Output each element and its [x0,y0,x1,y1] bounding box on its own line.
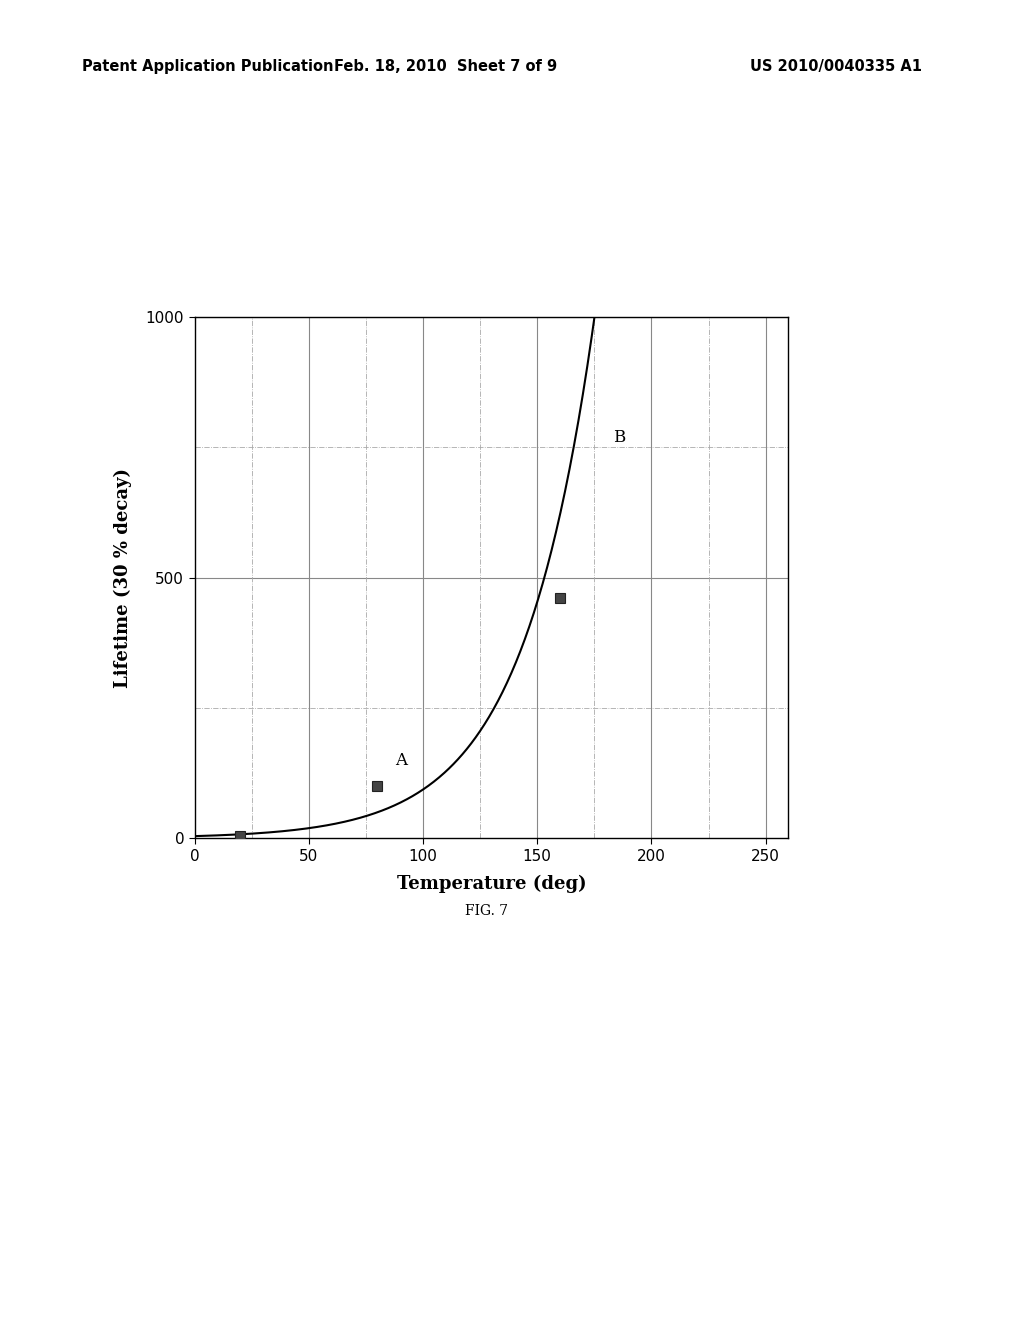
Text: FIG. 7: FIG. 7 [465,904,508,919]
Text: A: A [395,752,408,770]
Text: Patent Application Publication: Patent Application Publication [82,59,334,74]
Text: B: B [612,429,625,446]
Text: US 2010/0040335 A1: US 2010/0040335 A1 [750,59,922,74]
X-axis label: Temperature (deg): Temperature (deg) [396,875,587,892]
Text: Feb. 18, 2010  Sheet 7 of 9: Feb. 18, 2010 Sheet 7 of 9 [334,59,557,74]
Y-axis label: Lifetime (30 % decay): Lifetime (30 % decay) [114,467,132,688]
